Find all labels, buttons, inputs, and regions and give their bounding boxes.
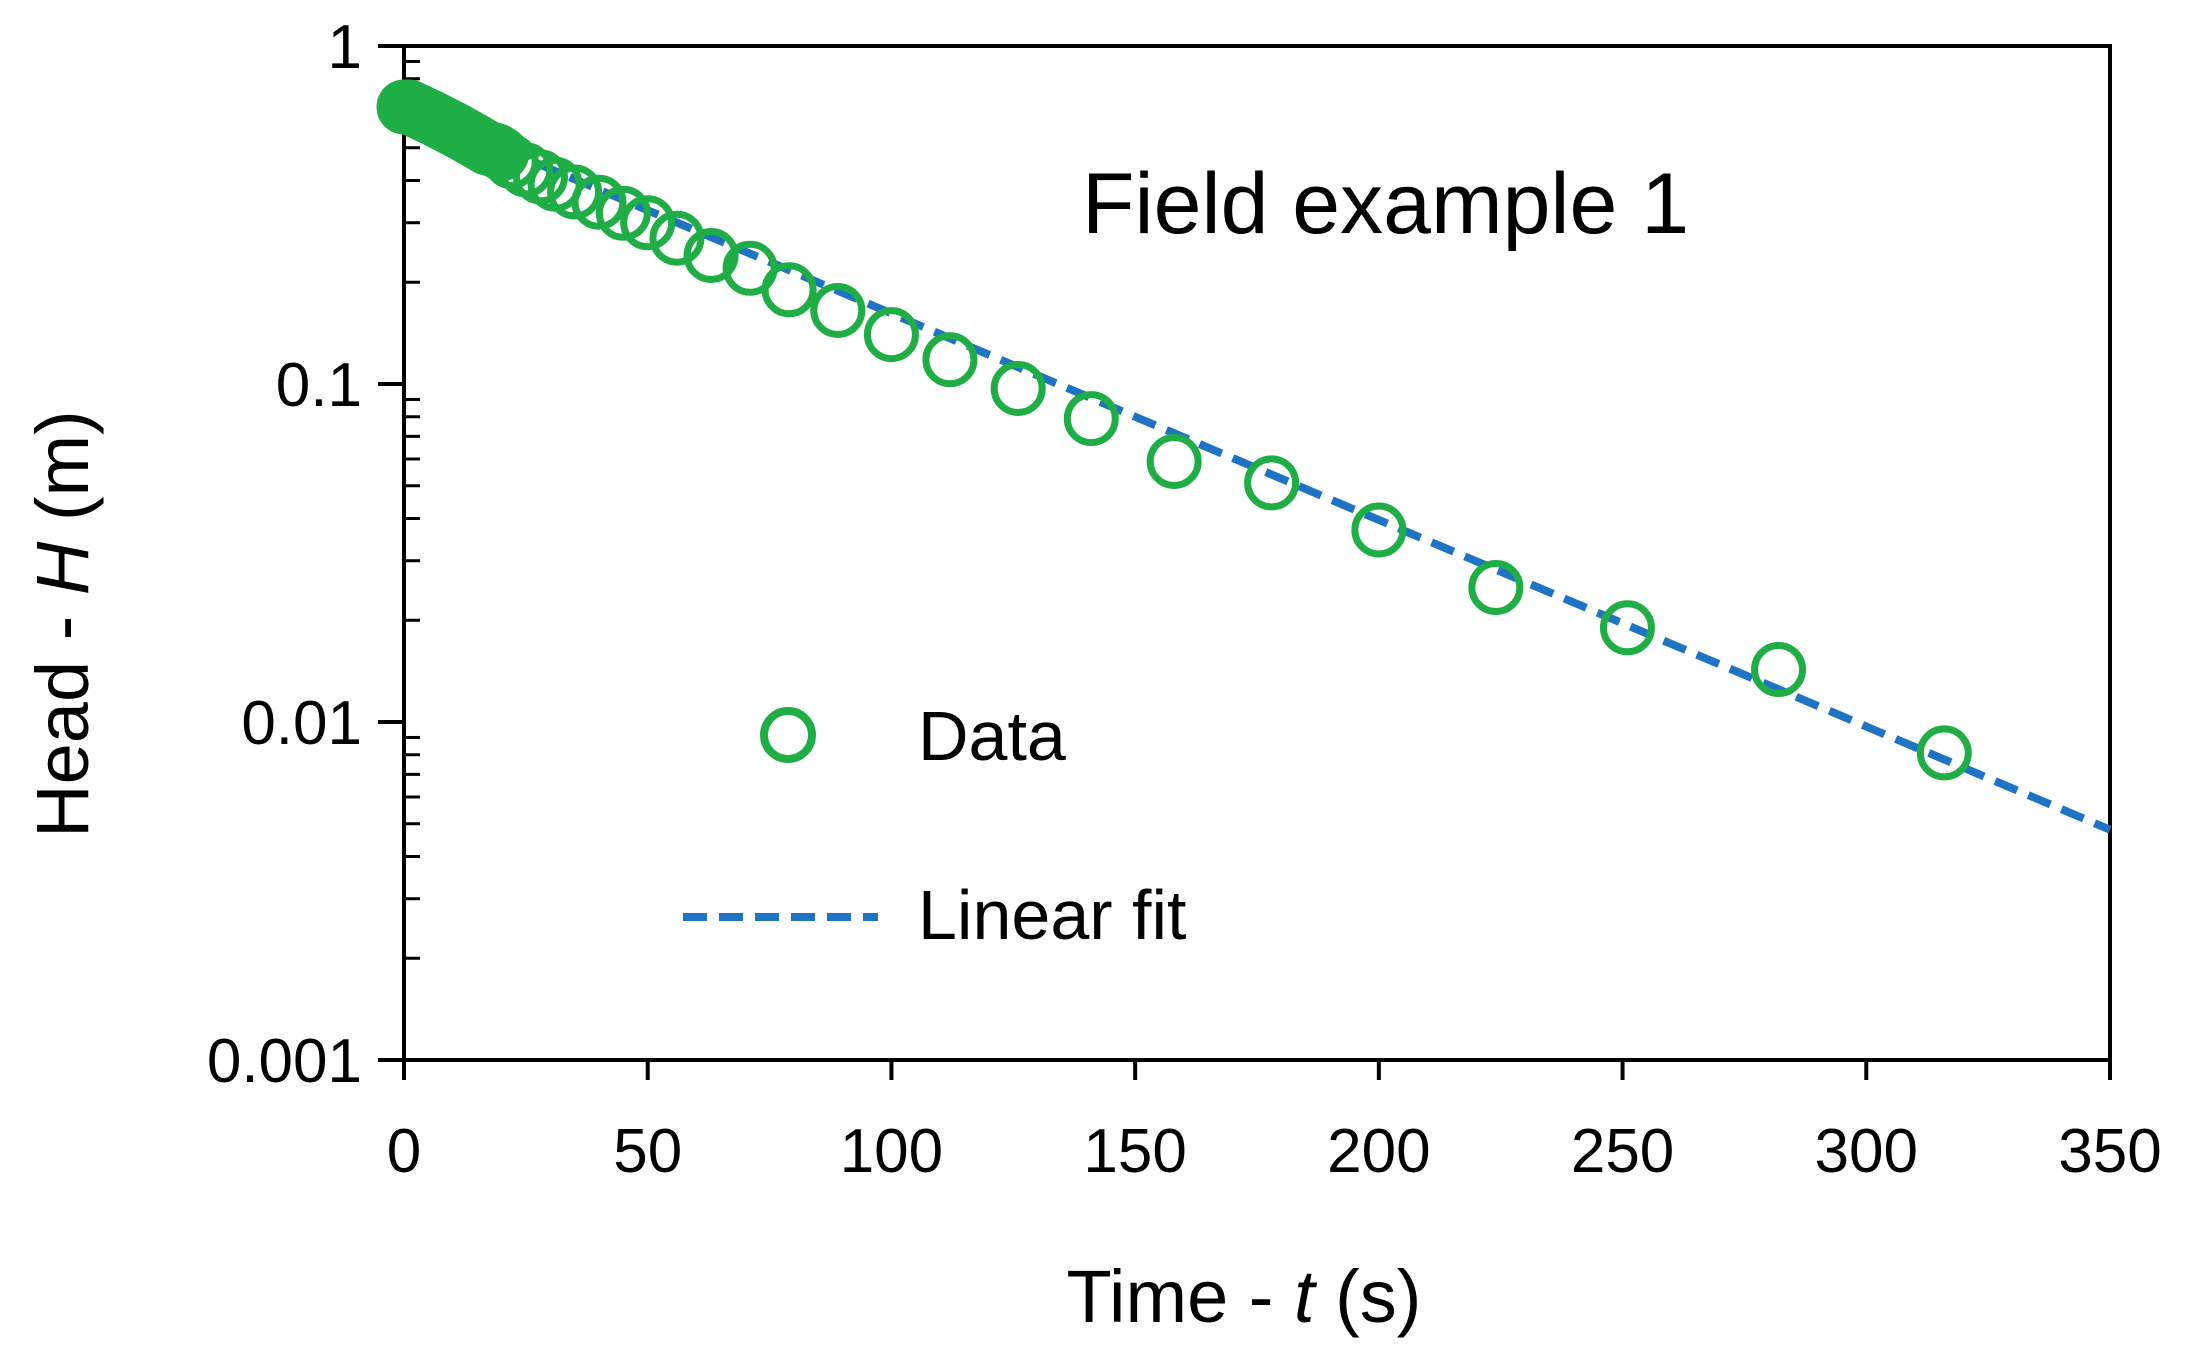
x-tick-label: 300 [1815,1117,1918,1186]
x-tick-label: 100 [840,1117,943,1186]
data-point [810,282,866,338]
x-axis-title-suffix: (s) [1315,1255,1422,1338]
fit-series [402,103,2112,834]
legend: Data Linear fit [683,697,1186,954]
data-point [620,195,676,251]
y-axis-title-prefix: Head - [21,595,104,838]
data-series [376,79,1972,781]
legend-data-marker [760,707,816,763]
annotation-label: Field example 1 [1082,156,1689,252]
x-tick-label: 0 [387,1117,421,1186]
data-point [863,307,919,363]
y-axis-title: Head - H (m) [21,410,104,838]
y-tick-label: 1 [328,13,362,82]
y-axis: 0.001 0.01 0.1 1 [207,13,420,1096]
data-point [1146,433,1202,489]
data-point [1751,641,1807,697]
data-point [1063,391,1119,447]
data-point [649,210,705,266]
y-axis-title-var: H [21,541,104,595]
x-tick-label: 50 [613,1117,682,1186]
data-point [1244,455,1300,511]
data-point [1468,559,1524,615]
x-tick-label: 200 [1327,1117,1430,1186]
data-point [1916,725,1972,781]
plot-area [402,44,2112,1062]
x-tick-label: 150 [1083,1117,1186,1186]
y-tick-label: 0.001 [207,1027,362,1096]
fit-line [402,103,2112,834]
data-point [761,262,817,318]
data-point [683,227,739,283]
data-point [571,174,627,230]
x-tick-label: 250 [1571,1117,1674,1186]
x-axis-title-var: t [1294,1255,1318,1338]
data-point [922,332,978,388]
data-point [1599,600,1655,656]
data-point [547,164,603,220]
x-axis: 0 50 100 150 200 250 300 350 [387,1060,2162,1186]
plot-border [402,44,2112,1062]
x-tick-label: 350 [2058,1117,2161,1186]
y-axis-title-suffix: (m) [21,410,104,542]
x-axis-title-prefix: Time - [1067,1255,1294,1338]
y-tick-label: 0.1 [276,351,362,420]
legend-data-label: Data [918,697,1066,775]
y-tick-label: 0.01 [241,689,362,758]
data-point [990,360,1046,416]
data-point [1351,502,1407,558]
legend-fit-label: Linear fit [918,876,1186,954]
x-axis-title: Time - t (s) [1067,1255,1422,1338]
data-point [595,185,651,241]
